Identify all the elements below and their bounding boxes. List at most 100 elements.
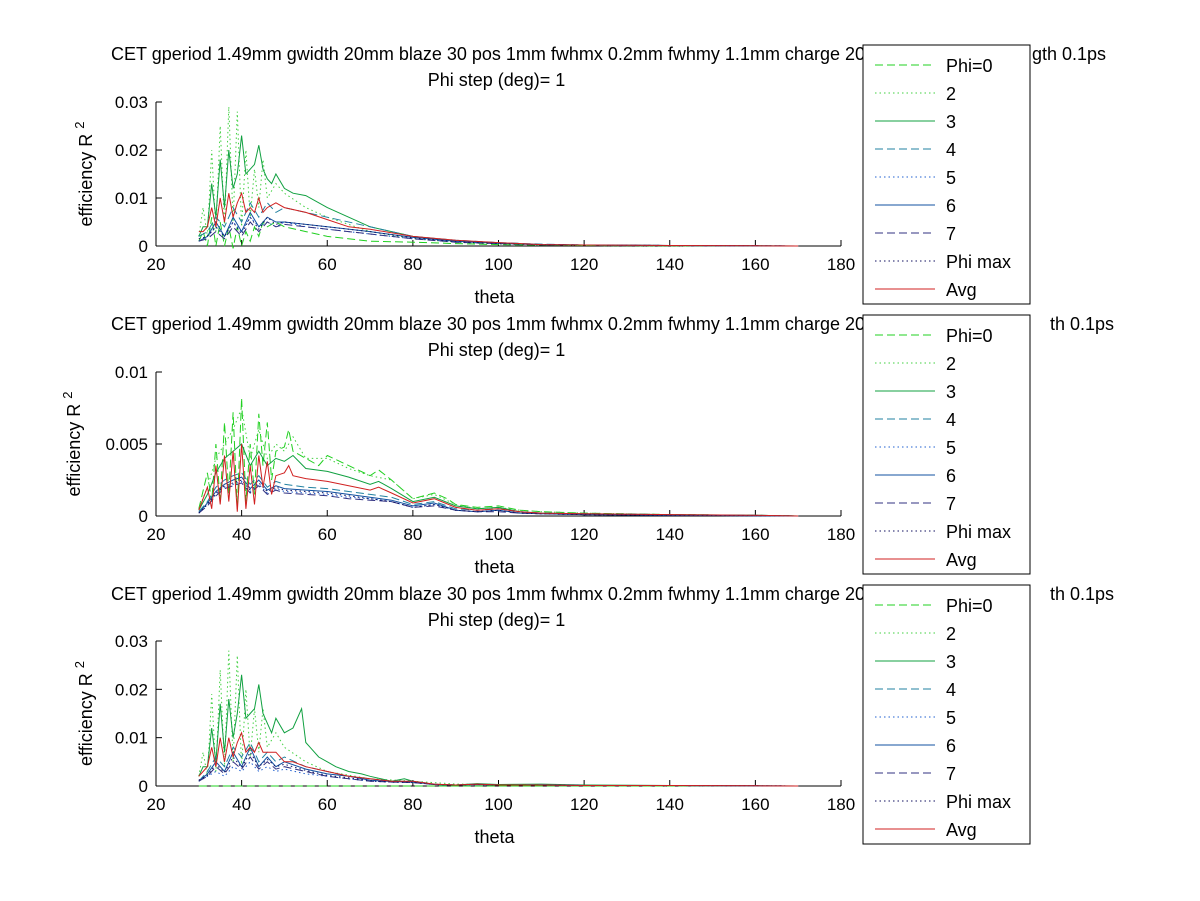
legend-entry: 7 — [946, 224, 956, 244]
series-line-avg — [198, 191, 799, 247]
y-tick-label: 0.02 — [115, 141, 148, 160]
x-tick-label: 100 — [484, 795, 512, 814]
legend-entry: Phi=0 — [946, 326, 993, 346]
y-axis-label-text: efficiency R — [76, 129, 96, 227]
legend-entry: 3 — [946, 382, 956, 402]
x-tick-label: 140 — [656, 255, 684, 274]
y-tick-label: 0.01 — [115, 363, 148, 382]
y-axis-label-text: efficiency R — [64, 399, 84, 497]
legend-entry: Avg — [946, 280, 977, 300]
series-line-2 — [198, 406, 799, 517]
x-tick-label: 160 — [741, 255, 769, 274]
title-line-1: CET gperiod 1.49mm gwidth 20mm blaze 30 … — [111, 314, 865, 334]
x-tick-label: 20 — [147, 255, 166, 274]
y-tick-label: 0 — [139, 777, 148, 796]
legend-entry: 2 — [946, 84, 956, 104]
legend-entry: Phi max — [946, 792, 1011, 812]
legend-entry: 6 — [946, 466, 956, 486]
legend-entry: 2 — [946, 624, 956, 644]
y-axis-label-superscript: 2 — [72, 661, 87, 668]
title-line-2: Phi step (deg)= 1 — [428, 610, 566, 630]
x-axis-label: theta — [474, 827, 515, 847]
x-tick-label: 60 — [318, 525, 337, 544]
title-line-1: CET gperiod 1.49mm gwidth 20mm blaze 30 … — [111, 44, 865, 64]
x-tick-label: 20 — [147, 795, 166, 814]
x-tick-label: 120 — [570, 525, 598, 544]
x-tick-label: 40 — [232, 795, 251, 814]
x-tick-label: 100 — [484, 255, 512, 274]
legend-entry: 7 — [946, 494, 956, 514]
y-tick-label: 0.01 — [115, 189, 148, 208]
legend-entry: 4 — [946, 680, 956, 700]
legend-entry: 7 — [946, 764, 956, 784]
legend-entry: 3 — [946, 112, 956, 132]
x-tick-label: 120 — [570, 795, 598, 814]
x-tick-label: 140 — [656, 525, 684, 544]
y-tick-label: 0.005 — [105, 435, 148, 454]
subplots: 20 40 60 80 100 120 140 160 18000.010.020.03thet… — [60, 44, 1114, 847]
legend-entry: 5 — [946, 168, 956, 188]
x-tick-label: 100 — [484, 525, 512, 544]
title-line-1-tail: th 0.1ps — [1050, 584, 1114, 604]
x-tick-label: 180 — [827, 255, 855, 274]
y-axis-label: efficiency R 2 — [72, 661, 96, 766]
x-tick-label: 40 — [232, 525, 251, 544]
legend-entry: 6 — [946, 196, 956, 216]
legend-entry: Phi max — [946, 252, 1011, 272]
x-tick-label: 80 — [403, 525, 422, 544]
subplot-1: 20 40 60 80 100 120 140 160 180 0 0.01 0.02 0.03 thet… — [72, 44, 1106, 307]
y-tick-label: 0.02 — [115, 680, 148, 699]
x-tick-label: 20 — [147, 525, 166, 544]
subplot-3: 20 40 60 80 100 120 140 160 180 0 0.01 0.02 0.03 thet… — [72, 584, 1114, 847]
legend-entry: Phi max — [946, 522, 1011, 542]
legend-entry: Phi=0 — [946, 56, 993, 76]
y-axis-label: efficiency R 2 — [72, 122, 96, 227]
y-axis-label-text: efficiency R — [76, 668, 96, 766]
x-tick-label: 60 — [318, 795, 337, 814]
y-tick-label: 0 — [139, 237, 148, 256]
series-line-phi-max — [198, 479, 799, 517]
legend-box — [862, 584, 1031, 845]
y-tick-label: 0.03 — [115, 632, 148, 651]
legend: Phi=0 2 3 4 5 6 7 Phi max Avg — [862, 44, 1031, 305]
title-line-1-tail: th 0.1ps — [1050, 314, 1114, 334]
series-line-2 — [198, 650, 799, 787]
x-tick-label: 80 — [403, 255, 422, 274]
legend-entry: 2 — [946, 354, 956, 374]
x-axis-label: theta — [474, 557, 515, 577]
y-axis-label-superscript: 2 — [60, 392, 75, 399]
x-tick-label: 180 — [827, 525, 855, 544]
x-tick-label: 160 — [741, 525, 769, 544]
legend-entry: Avg — [946, 820, 977, 840]
legend-box — [862, 314, 1031, 575]
x-tick-label: 40 — [232, 255, 251, 274]
x-tick-label: 160 — [741, 795, 769, 814]
legend: Phi=0 2 3 4 5 6 7 Phi max Avg — [862, 584, 1031, 845]
legend: Phi=0 2 3 4 5 6 7 Phi max Avg — [862, 314, 1031, 575]
legend-entry: 5 — [946, 438, 956, 458]
title-line-2: Phi step (deg)= 1 — [428, 340, 566, 360]
title-line-2: Phi step (deg)= 1 — [428, 70, 566, 90]
legend-entry: Phi=0 — [946, 596, 993, 616]
y-axis-label: efficiency R 2 — [60, 392, 84, 497]
legend-entry: 4 — [946, 140, 956, 160]
subplot-2: 20 40 60 80 100 120 140 160 180 0 0.005 0.01 theta ef… — [60, 314, 1114, 577]
x-tick-label: 180 — [827, 795, 855, 814]
x-tick-label: 80 — [403, 795, 422, 814]
legend-box — [862, 44, 1031, 305]
legend-entry: 4 — [946, 410, 956, 430]
x-tick-label: 120 — [570, 255, 598, 274]
y-tick-label: 0.03 — [115, 93, 148, 112]
title-line-1-tail: gth 0.1ps — [1032, 44, 1106, 64]
legend-entry: 6 — [946, 736, 956, 756]
legend-entry: Avg — [946, 550, 977, 570]
y-tick-label: 0 — [139, 507, 148, 526]
y-axis-label-superscript: 2 — [72, 122, 87, 129]
series-line-avg — [198, 443, 799, 517]
y-tick-label: 0.01 — [115, 729, 148, 748]
series-line-5 — [198, 216, 799, 247]
x-tick-label: 140 — [656, 795, 684, 814]
legend-entry: 3 — [946, 652, 956, 672]
legend-entry: 5 — [946, 708, 956, 728]
